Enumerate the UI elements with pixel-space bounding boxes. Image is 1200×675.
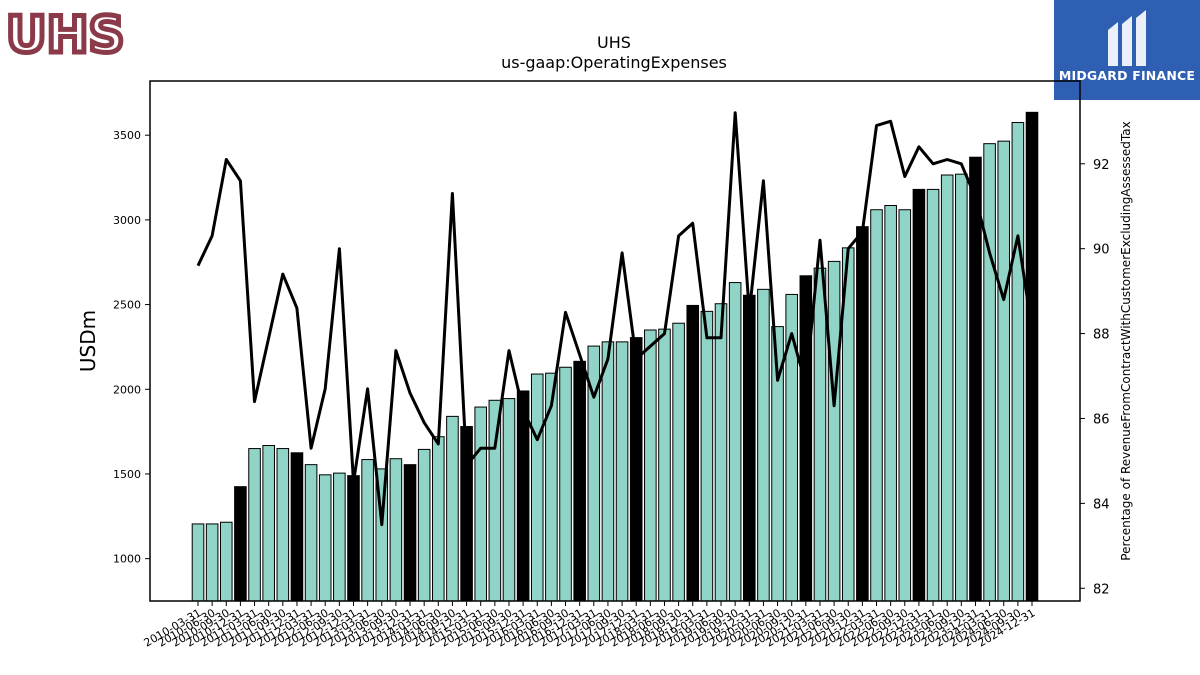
y2-tick-label: 86: [1093, 412, 1110, 427]
bar-2014-06-30: [432, 436, 445, 602]
y-tick-label: 2500: [113, 299, 141, 312]
bar-2022-12-31: [912, 188, 926, 602]
bar-2010-06-30: [205, 523, 219, 602]
bar-2014-03-31: [417, 448, 431, 602]
bar-2010-12-31: [234, 486, 247, 602]
bar-2018-12-31: [686, 304, 700, 602]
bar-2011-09-30: [276, 448, 290, 602]
bar-2019-06-30: [714, 303, 728, 602]
bar-2012-06-30: [318, 474, 332, 602]
percentage-line: [196, 111, 1034, 527]
midgard-finance-text: MIDGARD FINANCE: [1058, 68, 1196, 83]
bar-2011-06-30: [262, 445, 275, 602]
bar-2023-06-30: [940, 174, 954, 602]
bar-2011-12-31: [290, 452, 304, 602]
y-tick-label: 3500: [113, 129, 141, 142]
bar-2015-09-30: [502, 398, 516, 602]
y-tick-label: 2000: [113, 383, 141, 396]
bar-2012-09-30: [333, 472, 346, 602]
y2-tick-label: 92: [1093, 158, 1110, 173]
x-axis: 2010-03-312010-06-302010-09-302010-12-31…: [142, 601, 1038, 650]
bar-2013-09-30: [389, 458, 403, 602]
chart-title: UHS: [597, 33, 631, 52]
y2-axis-label: Percentage of RevenueFromContractWithCus…: [1119, 121, 1133, 560]
bar-2010-03-31: [191, 523, 205, 602]
y-axis-label: USDm: [76, 310, 100, 372]
bar-2020-09-30: [785, 293, 798, 602]
bar-2012-12-31: [347, 475, 360, 602]
bar-2020-03-31: [757, 288, 770, 602]
midgard-finance-logo: MIDGARD FINANCE: [1054, 0, 1200, 100]
bar-2015-12-31: [516, 390, 530, 602]
bar-2012-03-31: [304, 464, 318, 602]
bar-2022-06-30: [884, 204, 897, 602]
bar-2019-12-31: [742, 294, 756, 602]
line-series: [196, 111, 1034, 527]
bar-2024-06-30: [997, 140, 1011, 602]
bar-2021-03-31: [813, 267, 827, 602]
bar-2016-09-30: [559, 366, 572, 602]
bar-2014-09-30: [446, 415, 459, 602]
midgard-mark-icon: [1108, 10, 1146, 66]
y2-tick-label: 82: [1093, 582, 1110, 597]
uhs-logo: UHS: [4, 4, 127, 67]
bar-2022-09-30: [898, 209, 912, 602]
bar-2024-03-31: [983, 143, 996, 602]
bar-2016-12-31: [573, 360, 586, 602]
y-tick-label: 3000: [113, 214, 141, 227]
bar-series: [191, 111, 1039, 602]
bar-2015-03-31: [474, 406, 488, 602]
bar-2021-12-31: [856, 226, 869, 602]
y2-tick-label: 90: [1093, 243, 1110, 258]
bar-2019-09-30: [728, 282, 742, 602]
bar-2024-09-30: [1011, 121, 1025, 602]
bar-2013-12-31: [403, 464, 417, 602]
y2-tick-label: 84: [1093, 497, 1110, 512]
uhs-logo-text: UHS: [6, 6, 124, 58]
y-tick-label: 1000: [113, 553, 141, 566]
chart-subtitle: us-gaap:OperatingExpenses: [501, 53, 727, 72]
y2-tick-label: 88: [1093, 328, 1110, 343]
bar-2024-12-31: [1025, 111, 1039, 602]
bar-2017-09-30: [615, 341, 629, 602]
bar-2023-12-31: [969, 156, 982, 602]
bar-2020-12-31: [799, 275, 813, 602]
bar-2021-06-30: [827, 260, 841, 602]
bar-2017-12-31: [629, 337, 643, 602]
bar-2017-06-30: [601, 341, 615, 602]
y-axis-right: 82 84 86 88 90 92: [1080, 158, 1110, 597]
bar-2013-03-31: [361, 459, 374, 602]
bar-2019-03-31: [700, 310, 714, 602]
y-tick-label: 1500: [113, 468, 141, 481]
bar-2018-09-30: [672, 322, 685, 602]
y-axis-left: 1000 1500 2000 2500 3000 3500: [113, 129, 150, 566]
bar-2023-03-31: [926, 188, 940, 602]
bar-2018-03-31: [644, 329, 657, 602]
bar-2010-09-30: [219, 521, 233, 602]
bar-2011-03-31: [248, 448, 261, 602]
bar-2016-03-31: [530, 373, 544, 602]
bar-2018-06-30: [658, 328, 671, 602]
bar-2023-09-30: [955, 173, 968, 602]
bar-2022-03-31: [870, 209, 883, 602]
plot-frame: [149, 80, 1081, 602]
